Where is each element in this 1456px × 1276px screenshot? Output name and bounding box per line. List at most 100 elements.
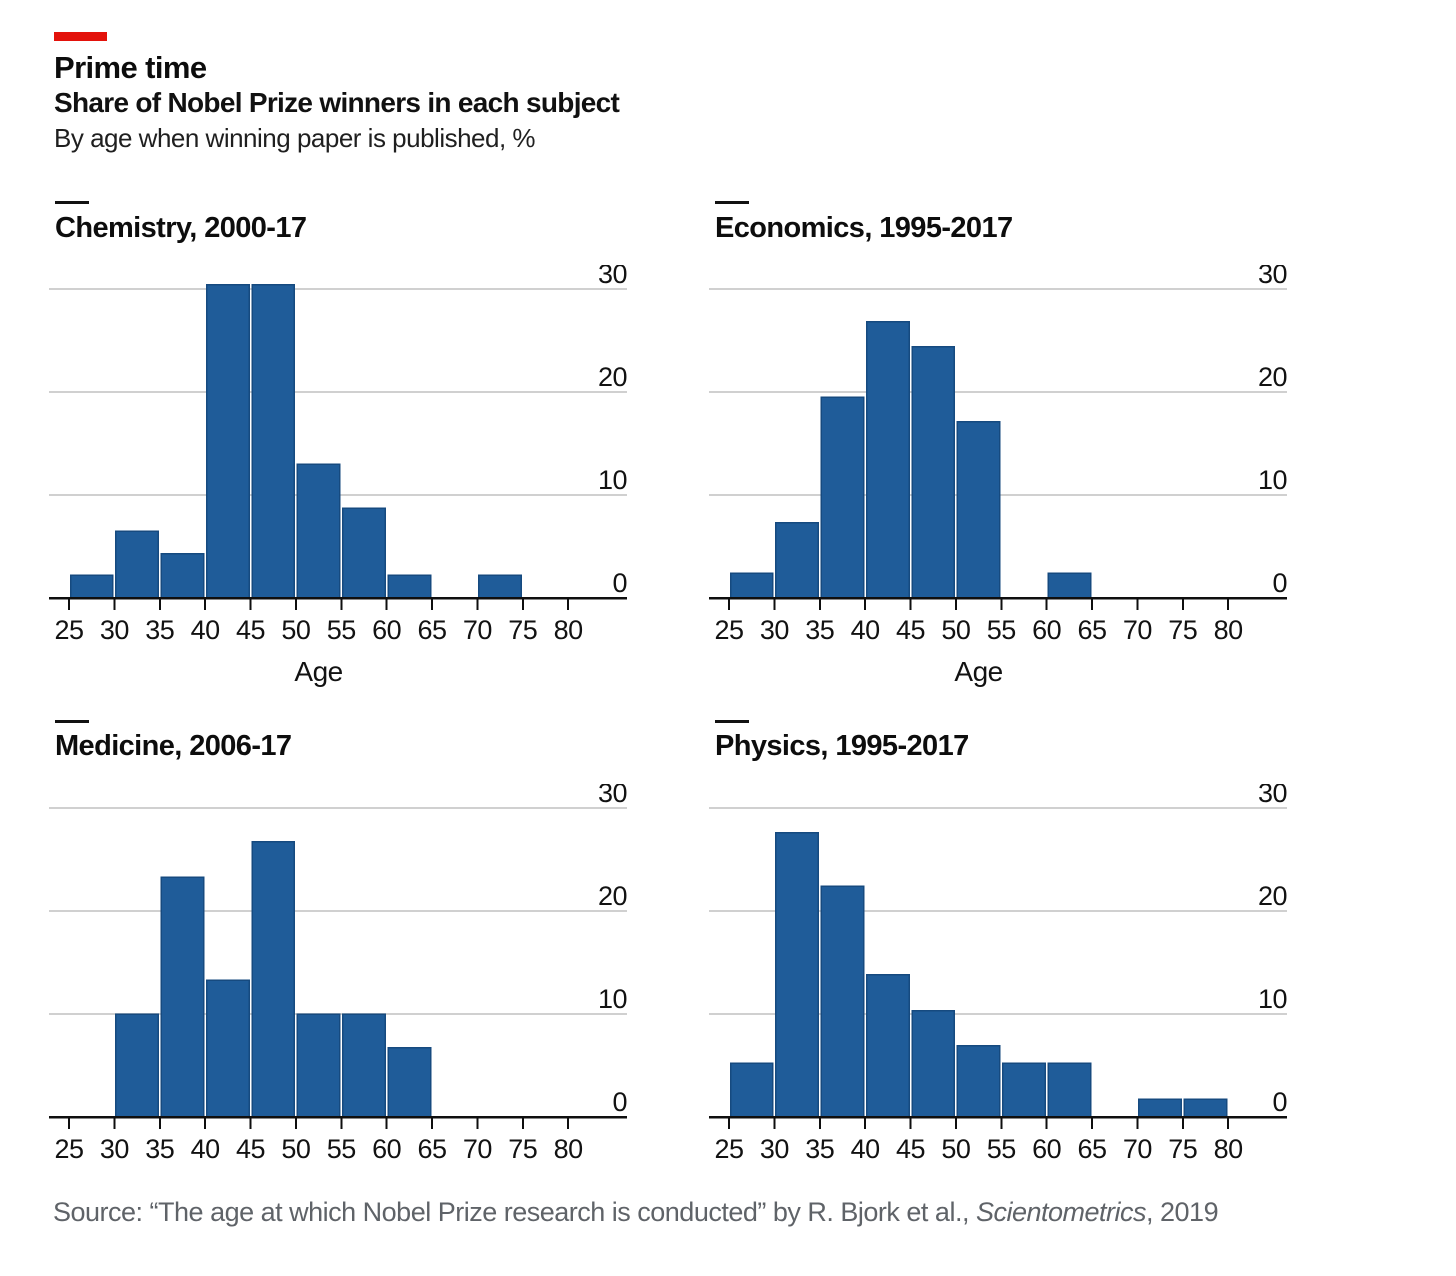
x-tick-label: 70 — [463, 615, 492, 645]
x-tick-label: 50 — [281, 615, 310, 645]
page-title: Prime time — [54, 50, 207, 85]
x-tick-label: 80 — [554, 615, 583, 645]
x-tick-label: 75 — [1168, 615, 1197, 645]
bar — [296, 1013, 341, 1118]
bar — [478, 574, 522, 599]
bar — [729, 572, 774, 599]
x-tick-label: 55 — [987, 615, 1016, 645]
x-tick-label: 50 — [941, 1134, 970, 1164]
bar — [911, 345, 956, 599]
x-tick-label: 40 — [191, 615, 220, 645]
x-tick-label: 25 — [714, 615, 743, 645]
x-tick-label: 75 — [1168, 1134, 1197, 1164]
x-tick-label: 65 — [1077, 615, 1106, 645]
y-tick-label: 20 — [598, 362, 627, 392]
panel-dash-chemistry — [55, 201, 89, 204]
y-tick-label: 20 — [1258, 362, 1287, 392]
y-tick-label: 0 — [1272, 568, 1287, 598]
y-tick-label: 10 — [1258, 984, 1287, 1014]
x-tick-label: 60 — [1032, 1134, 1061, 1164]
histogram-economics: 0 10 20 30 25 30 35 40 45 50 55 60 65 70 75 80 Age — [709, 265, 1287, 687]
x-tick-label: 65 — [1077, 1134, 1106, 1164]
bar — [387, 1047, 432, 1118]
x-tick-label: 50 — [281, 1134, 310, 1164]
x-tick-label: 60 — [372, 1134, 401, 1164]
x-tick-label: 30 — [100, 1134, 129, 1164]
x-tick-label: 35 — [805, 1134, 834, 1164]
x-tick-label: 30 — [100, 615, 129, 645]
x-tick-label: 75 — [508, 615, 537, 645]
y-tick-label: 30 — [598, 784, 627, 808]
y-tick-label: 20 — [1258, 881, 1287, 911]
bar — [251, 284, 296, 599]
bar — [205, 979, 250, 1118]
y-tick-label: 0 — [612, 1087, 627, 1117]
y-tick-label: 0 — [1272, 1087, 1287, 1117]
x-tick-label: 80 — [1214, 615, 1243, 645]
y-tick-label: 10 — [1258, 465, 1287, 495]
panel-title-physics: Physics, 1995-2017 — [715, 730, 969, 762]
x-tick-label: 55 — [327, 615, 356, 645]
bar — [956, 421, 1001, 599]
x-tick-label: 70 — [463, 1134, 492, 1164]
panel-dash-economics — [715, 201, 749, 204]
bar — [1047, 572, 1092, 599]
x-tick-label: 80 — [554, 1134, 583, 1164]
bar — [69, 574, 114, 599]
x-tick-label: 55 — [327, 1134, 356, 1164]
x-tick-label: 40 — [191, 1134, 220, 1164]
x-tick-label: 40 — [851, 1134, 880, 1164]
histogram-medicine: 0 10 20 30 25 30 35 40 45 50 55 60 65 70 75 80 — [49, 784, 627, 1164]
bar — [820, 396, 865, 599]
panel-dash-medicine — [55, 720, 89, 723]
x-tick-label: 35 — [145, 615, 174, 645]
y-tick-label: 30 — [598, 265, 627, 289]
y-tick-label: 10 — [598, 465, 627, 495]
x-tick-label: 50 — [941, 615, 970, 645]
x-tick-label: 45 — [236, 615, 265, 645]
bar — [956, 1045, 1001, 1118]
bar — [115, 1013, 159, 1118]
bar — [911, 1010, 956, 1118]
x-tick-label: 40 — [851, 615, 880, 645]
panel-title-medicine: Medicine, 2006-17 — [55, 730, 292, 762]
bar — [865, 321, 910, 599]
bar — [775, 831, 819, 1118]
x-tick-label: 60 — [372, 615, 401, 645]
y-tick-label: 30 — [1258, 784, 1287, 808]
x-tick-label: 75 — [508, 1134, 537, 1164]
x-tick-label: 65 — [417, 1134, 446, 1164]
bar — [820, 885, 865, 1118]
bar — [115, 530, 159, 599]
bar — [160, 876, 205, 1118]
x-axis-label: Age — [294, 656, 342, 687]
histogram-chemistry: 0 10 20 30 25 30 35 40 45 50 55 60 65 70 75 80 Age — [49, 265, 627, 687]
x-tick-label: 30 — [760, 1134, 789, 1164]
x-tick-label: 35 — [145, 1134, 174, 1164]
x-tick-label: 25 — [54, 615, 83, 645]
bar — [342, 507, 386, 599]
panel-title-chemistry: Chemistry, 2000-17 — [55, 212, 307, 244]
source-text: Source: “The age at which Nobel Prize re… — [53, 1197, 976, 1227]
bar — [865, 974, 910, 1118]
x-tick-label: 35 — [805, 615, 834, 645]
x-axis-label: Age — [954, 656, 1002, 687]
bar — [775, 522, 819, 599]
x-tick-label: 25 — [714, 1134, 743, 1164]
bar — [251, 841, 296, 1118]
x-tick-label: 45 — [236, 1134, 265, 1164]
bar — [342, 1013, 386, 1118]
bar — [205, 284, 250, 599]
panel-dash-physics — [715, 720, 749, 723]
bar — [1047, 1062, 1092, 1118]
panel-title-economics: Economics, 1995-2017 — [715, 212, 1013, 244]
x-tick-label: 45 — [896, 615, 925, 645]
x-tick-label: 65 — [417, 615, 446, 645]
bar — [160, 552, 205, 599]
y-tick-label: 0 — [612, 568, 627, 598]
x-tick-label: 30 — [760, 615, 789, 645]
x-tick-label: 70 — [1123, 615, 1152, 645]
bar — [1183, 1098, 1228, 1118]
x-tick-label: 55 — [987, 1134, 1016, 1164]
